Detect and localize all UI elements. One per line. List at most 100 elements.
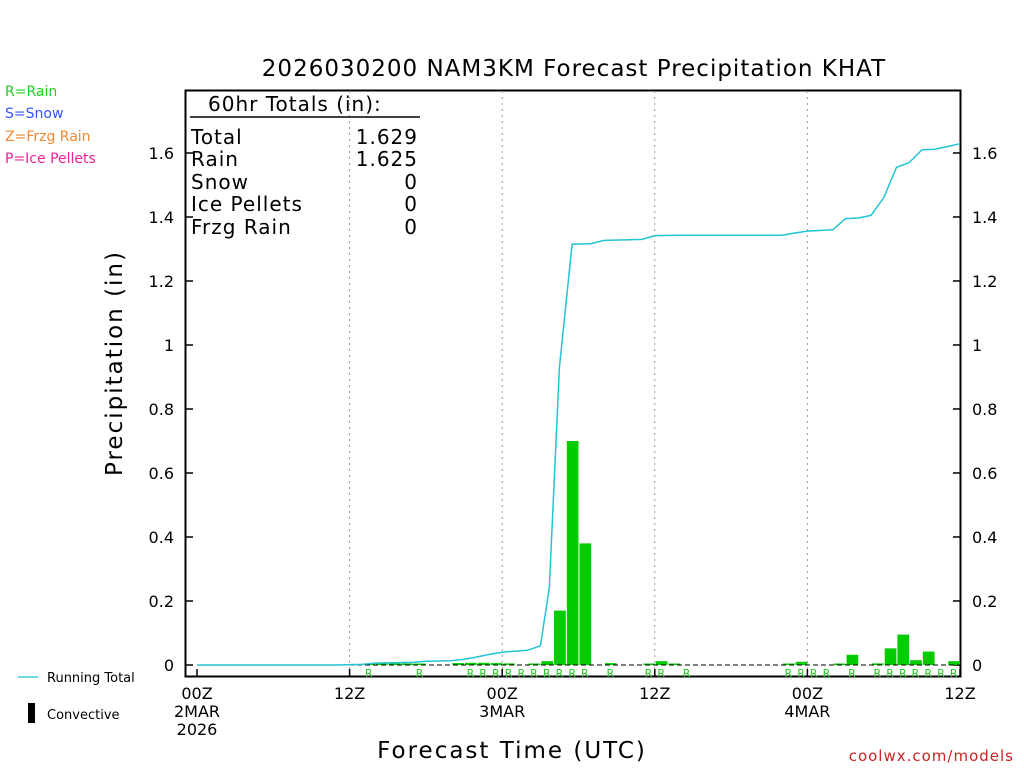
totals-value-rain: 1.625: [356, 147, 418, 171]
legend-rain: R=Rain: [5, 84, 57, 100]
y-tick-label-left: 0.8: [149, 400, 174, 419]
precip-bar: [833, 663, 846, 665]
y-tick-label-right: 0: [972, 656, 982, 675]
ptype-marker: R: [874, 667, 882, 680]
running-total-polyline: [197, 142, 961, 666]
ptype-marker: R: [886, 667, 894, 680]
ptype-marker: R: [530, 667, 538, 680]
watermark: coolwx.com/models: [849, 747, 1014, 765]
precip-bar: [922, 651, 935, 665]
ptype-marker: R: [568, 667, 576, 680]
y-tick-label-right: 0.6: [972, 464, 997, 483]
precip-bars: [363, 441, 960, 665]
ptype-marker: R: [848, 667, 856, 680]
ptype-marker: R: [645, 667, 653, 680]
totals-label-rain: Rain: [191, 147, 239, 171]
ptype-marker: R: [492, 667, 500, 680]
precip-bar: [795, 661, 808, 665]
precip-bar: [782, 663, 795, 665]
chart-title: 2026030200 NAM3KM Forecast Precipitation…: [262, 56, 886, 82]
x-tick-label: 2026: [177, 720, 218, 739]
precip-bar: [465, 662, 477, 665]
y-tick-label-left: 0.6: [149, 464, 174, 483]
precip-bar: [528, 663, 541, 665]
x-tick-label: 00Z: [181, 684, 212, 703]
bottom-legend: Running Total Convective: [18, 671, 135, 723]
y-tick-label-right: 0.8: [972, 400, 997, 419]
legend-ice-pellets: P=Ice Pellets: [5, 151, 96, 167]
precip-bar: [503, 663, 515, 665]
precip-bar: [643, 663, 655, 665]
running-total-legend-label: Running Total: [47, 671, 135, 686]
ptype-marker: R: [606, 667, 614, 680]
precip-bar: [452, 663, 465, 665]
y-tick-label-left: 0.2: [149, 592, 174, 611]
ptype-marker: R: [479, 667, 487, 680]
y-tick-label-left: 0.4: [149, 528, 174, 547]
ptype-marker: R: [657, 667, 665, 680]
totals-label-frzg-rain: Frzg Rain: [191, 215, 292, 239]
precip-bar: [948, 661, 960, 665]
precip-bar: [846, 654, 859, 665]
precip-bar: [897, 634, 910, 665]
totals-header: 60hr Totals (in):: [208, 92, 382, 116]
ptype-marker: R: [505, 667, 513, 680]
x-tick-label: 4MAR: [784, 702, 830, 721]
totals-box: 60hr Totals (in): Total 1.629 Rain 1.625…: [190, 92, 420, 239]
precip-bar: [566, 441, 579, 665]
precip-bar: [871, 663, 884, 665]
ptype-marker: R: [683, 667, 691, 680]
ptype-marker: R: [467, 667, 475, 680]
y-tick-label-right: 0.2: [972, 592, 997, 611]
totals-label-total: Total: [190, 125, 243, 149]
ptype-marker: R: [823, 667, 831, 680]
totals-value-ice-pellets: 0: [404, 192, 418, 216]
precip-bar: [477, 662, 490, 665]
precip-bar: [579, 543, 592, 665]
ptype-marker: R: [365, 667, 373, 680]
precip-bar: [414, 663, 426, 665]
ptype-marker: R: [556, 667, 564, 680]
ptype-marker: R: [517, 667, 525, 680]
legend-snow: S=Snow: [5, 106, 63, 122]
totals-value-snow: 0: [404, 170, 418, 194]
totals-label-snow: Snow: [191, 170, 249, 194]
x-tick-label: 00Z: [487, 684, 518, 703]
convective-legend-swatch: [28, 703, 35, 723]
totals-value-total: 1.629: [356, 125, 418, 149]
x-tick-label: 00Z: [792, 684, 823, 703]
ptype-marker: R: [581, 667, 589, 680]
y-axis-ticks: 0 00.2 0.20.4 0.40.6 0.60.8 0.81 11.2 1.21.4 1.4…: [149, 144, 998, 675]
y-tick-label-left: 1.6: [149, 144, 174, 163]
grid-lines: [349, 91, 808, 676]
y-tick-label-right: 1: [972, 336, 982, 355]
precip-bar: [541, 661, 554, 665]
x-tick-label: 3MAR: [479, 702, 525, 721]
ptype-marker: R: [912, 667, 920, 680]
precip-bar: [554, 610, 566, 665]
precip-bar: [401, 663, 414, 665]
y-tick-label-right: 1.4: [972, 208, 997, 227]
totals-value-frzg-rain: 0: [404, 215, 418, 239]
ptype-marker: R: [797, 667, 805, 680]
ptype-marker: R: [937, 667, 945, 680]
y-tick-label-left: 0: [164, 656, 174, 675]
y-tick-label-right: 1.2: [972, 272, 997, 291]
ptype-marker: R: [924, 667, 932, 680]
y-tick-label-left: 1.4: [149, 208, 174, 227]
plot-frame: [184, 89, 962, 678]
x-tick-label: 2MAR: [174, 702, 220, 721]
y-tick-label-right: 1.6: [972, 144, 997, 163]
ptype-marker: R: [784, 667, 792, 680]
precip-bar: [884, 648, 897, 665]
y-axis-title: Precipitation (in): [102, 250, 128, 476]
precip-bar: [668, 663, 681, 665]
y-tick-label-right: 0.4: [972, 528, 997, 547]
totals-label-ice-pellets: Ice Pellets: [191, 192, 303, 216]
precip-bar: [655, 661, 668, 665]
ptype-marker: R: [950, 667, 958, 680]
x-tick-label: 12Z: [334, 684, 365, 703]
x-tick-label: 12Z: [639, 684, 670, 703]
